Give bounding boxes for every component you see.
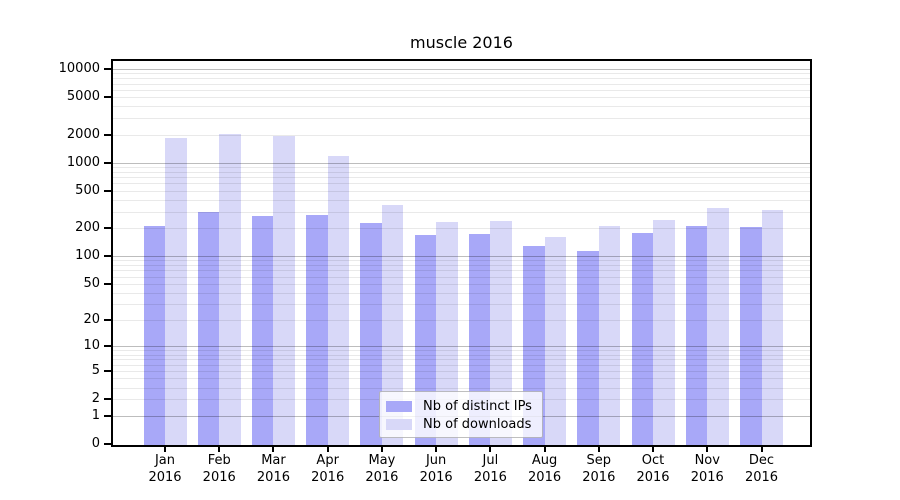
y-tick-label: 2	[91, 391, 100, 407]
x-tick-label: Sep 2016	[582, 453, 616, 485]
y-tick	[104, 282, 111, 285]
bar-downloads-oct-2016	[653, 219, 675, 445]
bar-downloads-dec-2016	[761, 210, 783, 445]
bar-distinct-ips-sep-2016	[577, 251, 599, 445]
x-tick-label: Oct 2016	[636, 453, 670, 485]
x-tick-label: May 2016	[365, 453, 399, 485]
x-tick-label: Jun 2016	[419, 453, 453, 485]
y-tick	[104, 133, 111, 136]
y-tick-label: 10000	[58, 61, 100, 76]
x-tick	[435, 447, 438, 452]
legend: Nb of distinct IPs Nb of downloads	[379, 391, 543, 438]
bar-distinct-ips-dec-2016	[740, 227, 762, 445]
bar-distinct-ips-mar-2016	[251, 216, 274, 445]
y-tick-label: 5	[91, 363, 100, 379]
x-tick-label: Aug 2016	[528, 453, 562, 485]
y-tick	[104, 414, 111, 417]
x-tick-label: Mar 2016	[256, 453, 290, 485]
y-tick-label: 1	[91, 407, 100, 423]
bar-distinct-ips-nov-2016	[685, 225, 708, 445]
x-tick	[597, 447, 600, 452]
x-tick-label: Jul 2016	[473, 453, 507, 485]
bar-downloads-may-2016	[381, 205, 404, 445]
y-tick-label: 100	[75, 248, 100, 264]
bar-downloads-mar-2016	[273, 135, 295, 445]
x-tick-label: Nov 2016	[690, 453, 724, 485]
x-tick-label: Feb 2016	[202, 453, 236, 485]
bar-downloads-feb-2016	[219, 133, 241, 445]
bar-downloads-aug-2016	[544, 237, 567, 445]
y-tick-label: 200	[75, 220, 100, 236]
bar-downloads-sep-2016	[598, 225, 621, 445]
y-tick	[104, 189, 111, 192]
y-tick-label: 2000	[66, 126, 100, 142]
y-tick	[104, 255, 111, 258]
y-tick	[104, 227, 111, 230]
x-tick	[543, 447, 546, 452]
x-tick	[326, 447, 329, 452]
legend-label-downloads: Nb of downloads	[423, 416, 532, 432]
x-tick-label: Jan 2016	[148, 453, 182, 485]
bars-layer	[113, 61, 810, 445]
y-tick	[104, 398, 111, 401]
legend-item-downloads: Nb of downloads	[386, 416, 534, 432]
y-tick-label: 50	[83, 275, 100, 291]
y-tick	[104, 370, 111, 373]
bar-downloads-nov-2016	[707, 207, 729, 445]
y-tick	[104, 345, 111, 348]
legend-swatch-downloads	[386, 418, 412, 430]
x-tick	[489, 447, 492, 452]
y-tick-label: 5000	[66, 89, 100, 105]
y-tick	[104, 161, 111, 164]
y-tick-label: 10	[83, 338, 100, 354]
chart-title: muscle 2016	[410, 33, 513, 52]
x-tick	[652, 447, 655, 452]
bar-distinct-ips-apr-2016	[306, 215, 328, 445]
bar-downloads-jul-2016	[490, 220, 512, 445]
bar-downloads-jun-2016	[436, 222, 458, 445]
y-tick-label: 500	[75, 182, 100, 198]
bar-distinct-ips-feb-2016	[197, 211, 220, 445]
plot-area	[111, 59, 812, 447]
y-tick	[104, 68, 111, 70]
legend-item-distinct-ips: Nb of distinct IPs	[386, 398, 534, 414]
y-tick	[104, 319, 111, 322]
y-tick-label: 1000	[66, 154, 100, 170]
x-tick	[164, 447, 166, 452]
y-tick-label: 0	[91, 436, 100, 451]
legend-swatch-distinct-ips	[386, 400, 412, 412]
x-tick	[272, 447, 275, 452]
y-tick-label: 20	[83, 312, 100, 328]
bar-distinct-ips-may-2016	[360, 222, 382, 445]
x-tick	[218, 447, 221, 452]
x-tick-label: Dec 2016	[744, 453, 779, 485]
x-tick	[760, 447, 763, 452]
legend-label-distinct-ips: Nb of distinct IPs	[423, 398, 532, 414]
x-tick-label: Apr 2016	[311, 453, 345, 485]
bar-distinct-ips-oct-2016	[631, 233, 654, 445]
bar-downloads-jan-2016	[165, 137, 187, 445]
bar-downloads-apr-2016	[327, 155, 350, 445]
x-tick	[706, 447, 709, 452]
y-tick	[104, 96, 111, 99]
bar-distinct-ips-jan-2016	[143, 226, 165, 445]
y-tick	[104, 443, 111, 445]
x-tick	[380, 447, 383, 452]
